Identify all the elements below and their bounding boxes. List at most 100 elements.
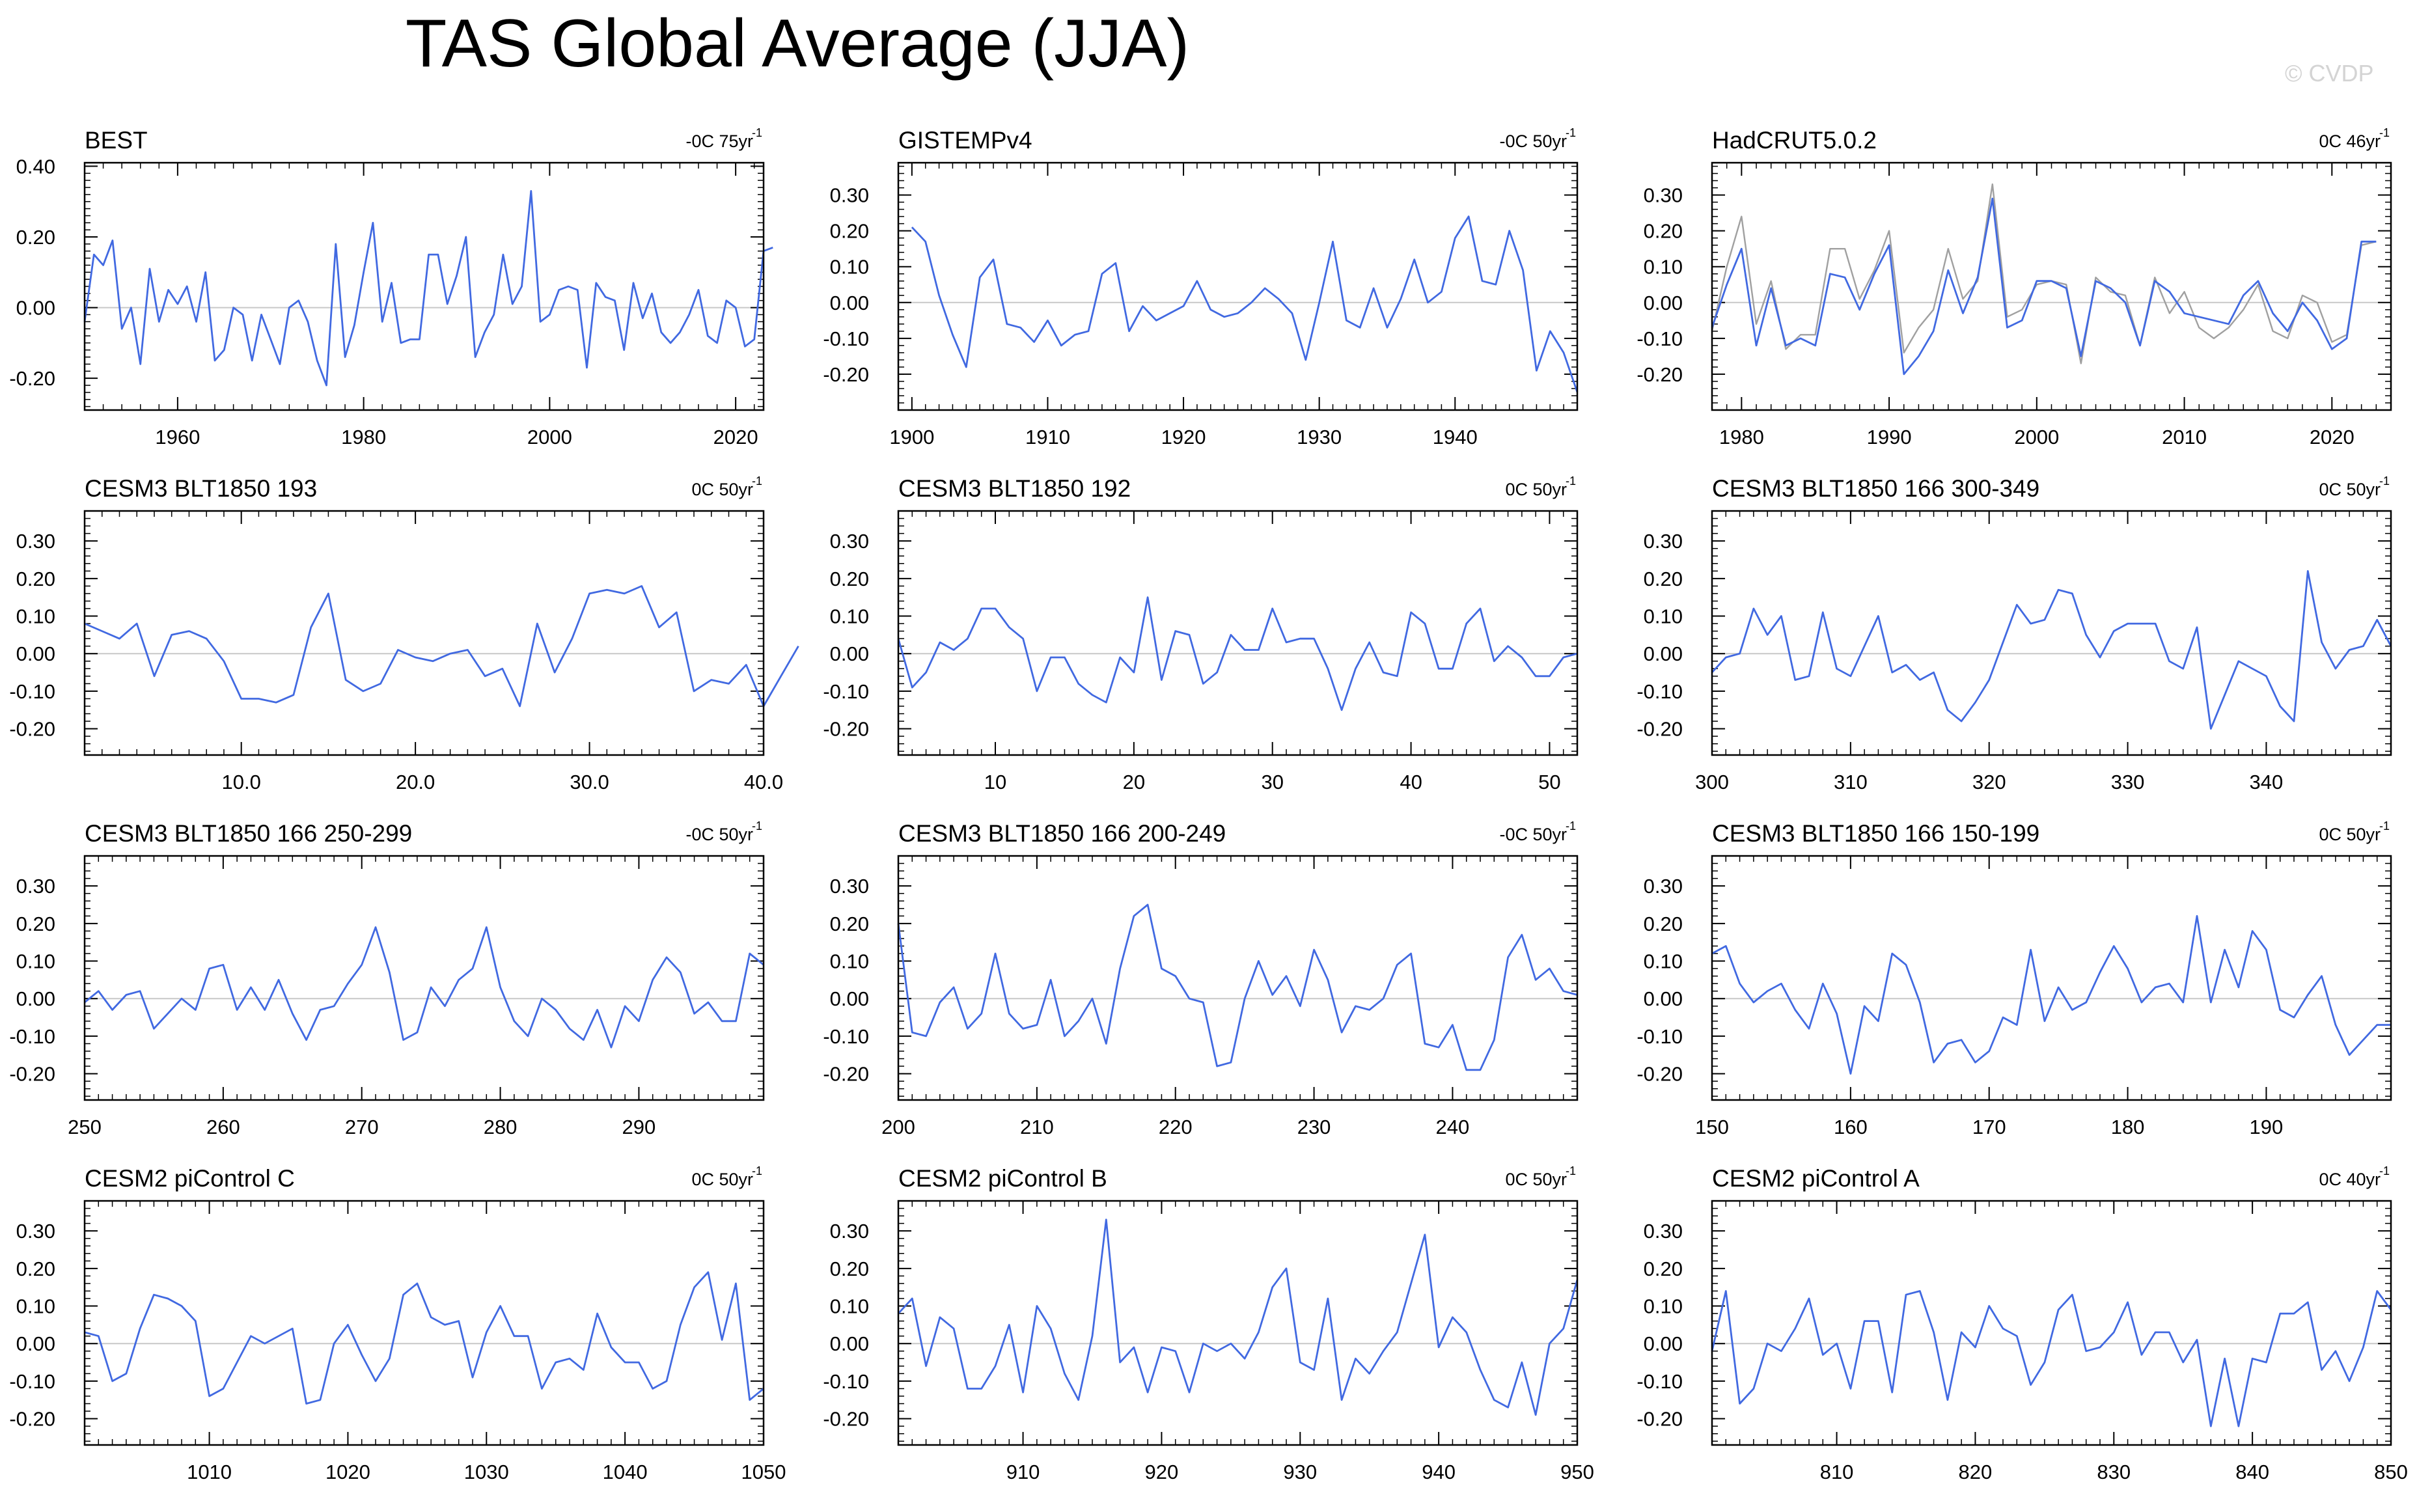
panel-11: CESM2 piControl A 0C 40yr-1 810 820 830 840 85… [1637,1164,2408,1483]
y-tick-label: -0.10 [1637,327,1683,350]
plot-frame [1711,1200,2392,1446]
x-tick-label: 240 [1436,1116,1470,1138]
y-tick-label: -0.10 [9,1370,55,1393]
panel-annotation: 0C 50yr [691,1170,753,1189]
plot-frame [83,1200,765,1446]
panel-1: GISTEMPv4 -0C 50yr-1 1900 1910 1920 1930 1940 -… [823,126,1579,448]
series-line-cesm2-picontrol-b [897,1218,1579,1416]
y-tick-label: 0.20 [830,1258,869,1280]
x-tick-label: 40 [1400,771,1422,793]
panel-8: CESM3 BLT1850 166 150-199 0C 50yr-1 150 160… [1637,819,2392,1138]
y-tick-label: 0.10 [830,950,869,973]
x-tick-label: 160 [1834,1116,1868,1138]
x-tick-label: 260 [206,1116,240,1138]
x-tick-label: 930 [1283,1461,1317,1483]
x-tick-label: 940 [1422,1461,1456,1483]
y-tick-label: 0.30 [16,875,55,898]
x-tick-label: 310 [1834,771,1868,793]
y-tick-label: 0.30 [1644,530,1683,553]
annotation-superscript: -1 [1566,819,1576,832]
series-line-cesm3-blt1850-166-300-349 [1711,570,2392,730]
x-tick-label: 330 [2111,771,2145,793]
y-tick-label: 0.00 [1644,1332,1683,1355]
x-tick-label: 230 [1297,1116,1331,1138]
panel-annotation: 0C 50yr [1505,1170,1567,1189]
y-tick-label: 0.00 [1644,987,1683,1010]
y-tick-label: 0.20 [1644,220,1683,243]
panel-annotation: 0C 46yr [2319,131,2381,151]
panel-3: CESM3 BLT1850 193 0C 50yr-1 10.0 20.0 30.0 40… [9,474,799,793]
y-tick-label: 0.10 [16,605,55,628]
x-tick-label: 1020 [325,1461,370,1483]
y-tick-label: -0.20 [1637,1063,1683,1086]
annotation-superscript: -1 [2379,126,2390,139]
x-tick-label: 2020 [713,426,758,448]
y-tick-label: -0.20 [9,1063,55,1086]
x-tick-label: 2020 [2310,426,2355,448]
annotation-superscript: -1 [2379,1164,2390,1177]
x-tick-label: 1010 [187,1461,232,1483]
x-tick-label: 200 [881,1116,915,1138]
series-line-gistempv4 [911,215,1579,392]
panel-7: CESM3 BLT1850 166 200-249 -0C 50yr-1 200 21… [823,819,1579,1138]
x-tick-label: 1920 [1161,426,1206,448]
series-line-cesm3-blt1850-166-200-249 [897,903,1578,1071]
y-tick-label: 0.30 [16,1220,55,1243]
y-tick-label: 0.00 [830,642,869,665]
y-tick-label: 0.00 [830,987,869,1010]
x-tick-label: 30.0 [570,771,609,793]
y-tick-label: -0.20 [1637,718,1683,741]
x-tick-label: 2010 [2162,426,2207,448]
x-tick-label: 10 [984,771,1006,793]
x-tick-label: 920 [1145,1461,1179,1483]
x-tick-label: 810 [1820,1461,1854,1483]
panel-title: CESM3 BLT1850 166 300-349 [1712,475,2039,502]
y-tick-label: 0.10 [1644,256,1683,279]
plot-frame [897,1200,1579,1446]
y-tick-label: -0.20 [823,363,869,386]
y-tick-label: 0.20 [1644,568,1683,590]
y-tick-label: 0.00 [16,987,55,1010]
x-tick-label: 180 [2111,1116,2145,1138]
x-tick-label: 210 [1020,1116,1054,1138]
y-tick-label: -0.20 [9,718,55,741]
figure-title: TAS Global Average (JJA) [405,6,1190,81]
y-tick-label: -0.10 [1637,680,1683,703]
y-tick-label: 0.30 [1644,875,1683,898]
x-tick-label: 820 [1959,1461,1993,1483]
panel-title: BEST [85,127,148,154]
panel-4: CESM3 BLT1850 192 0C 50yr-1 10 20 30 40 50 -0.2… [823,474,1579,793]
panel-2: HadCRUT5.0.2 0C 46yr-1 1980 1990 2000 2010 202… [1637,126,2392,448]
series-line-cesm2-picontrol-a [1711,1290,2392,1427]
x-tick-label: 1050 [741,1461,786,1483]
x-tick-label: 910 [1006,1461,1040,1483]
x-tick-label: 1980 [341,426,386,448]
y-tick-label: 0.00 [16,642,55,665]
annotation-superscript: -1 [752,819,762,832]
panel-title: CESM3 BLT1850 166 150-199 [1712,820,2039,847]
annotation-superscript: -1 [752,1164,762,1177]
panel-10: CESM2 piControl B 0C 50yr-1 910 920 930 940 95… [823,1164,1594,1483]
panel-annotation: -0C 50yr [1499,825,1567,844]
y-tick-label: 0.20 [16,913,55,935]
annotation-superscript: -1 [752,126,762,139]
x-tick-label: 150 [1695,1116,1729,1138]
x-tick-label: 20 [1123,771,1145,793]
plot-frame [897,510,1579,756]
y-tick-label: 0.10 [830,256,869,279]
y-tick-label: 0.00 [830,292,869,314]
x-tick-label: 950 [1560,1461,1594,1483]
y-tick-label: -0.20 [823,718,869,741]
x-tick-label: 10.0 [222,771,261,793]
panel-annotation: 0C 50yr [2319,480,2381,499]
y-tick-label: 0.10 [830,605,869,628]
y-tick-label: 0.20 [830,913,869,935]
y-tick-label: 0.10 [1644,605,1683,628]
y-tick-label: 0.10 [830,1295,869,1318]
x-tick-label: 280 [484,1116,518,1138]
x-tick-label: 1910 [1025,426,1070,448]
x-tick-label: 170 [1972,1116,2006,1138]
y-tick-label: 0.20 [16,568,55,590]
annotation-superscript: -1 [2379,819,2390,832]
y-tick-label: 0.10 [16,1295,55,1318]
